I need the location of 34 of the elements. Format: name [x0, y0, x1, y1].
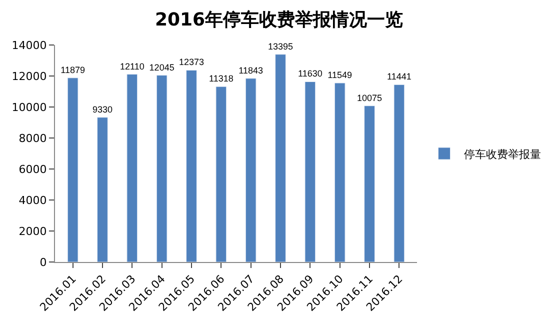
legend-label: 停车收费举报量: [464, 148, 542, 161]
data-label: 10075: [357, 92, 382, 103]
bar: [97, 117, 108, 262]
data-label: 11441: [387, 72, 412, 82]
bar: [304, 81, 316, 262]
data-label: 12373: [178, 57, 204, 68]
data-label: 9330: [92, 104, 112, 114]
data-label: 12045: [149, 62, 174, 72]
bar: [394, 84, 405, 262]
data-label: 11318: [208, 74, 234, 84]
y-tick-label: 2000: [18, 224, 47, 238]
data-label: 12110: [120, 61, 144, 72]
bar: [275, 54, 286, 262]
data-label: 13395: [268, 41, 294, 52]
bar: [186, 70, 197, 262]
chart-title: 2016年停车收费举报情况一览: [154, 10, 404, 31]
bar: [156, 75, 168, 262]
y-tick-label: 4000: [18, 194, 47, 207]
data-label: 11549: [328, 70, 352, 80]
y-tick-label: 8000: [18, 132, 47, 145]
bar: [126, 74, 138, 262]
data-label: 11879: [60, 64, 85, 75]
bar: [245, 78, 256, 262]
y-tick-label: 0: [40, 256, 47, 269]
y-tick-label: 14000: [12, 38, 47, 52]
y-tick-label: 10000: [12, 100, 47, 114]
data-label: 11843: [238, 65, 264, 76]
bar: [67, 78, 78, 262]
data-label: 11630: [298, 68, 322, 79]
bar: [216, 86, 227, 262]
bar: [364, 106, 375, 262]
y-tick-label: 12000: [12, 70, 47, 83]
y-tick-label: 6000: [18, 162, 47, 176]
bar: [334, 82, 346, 262]
